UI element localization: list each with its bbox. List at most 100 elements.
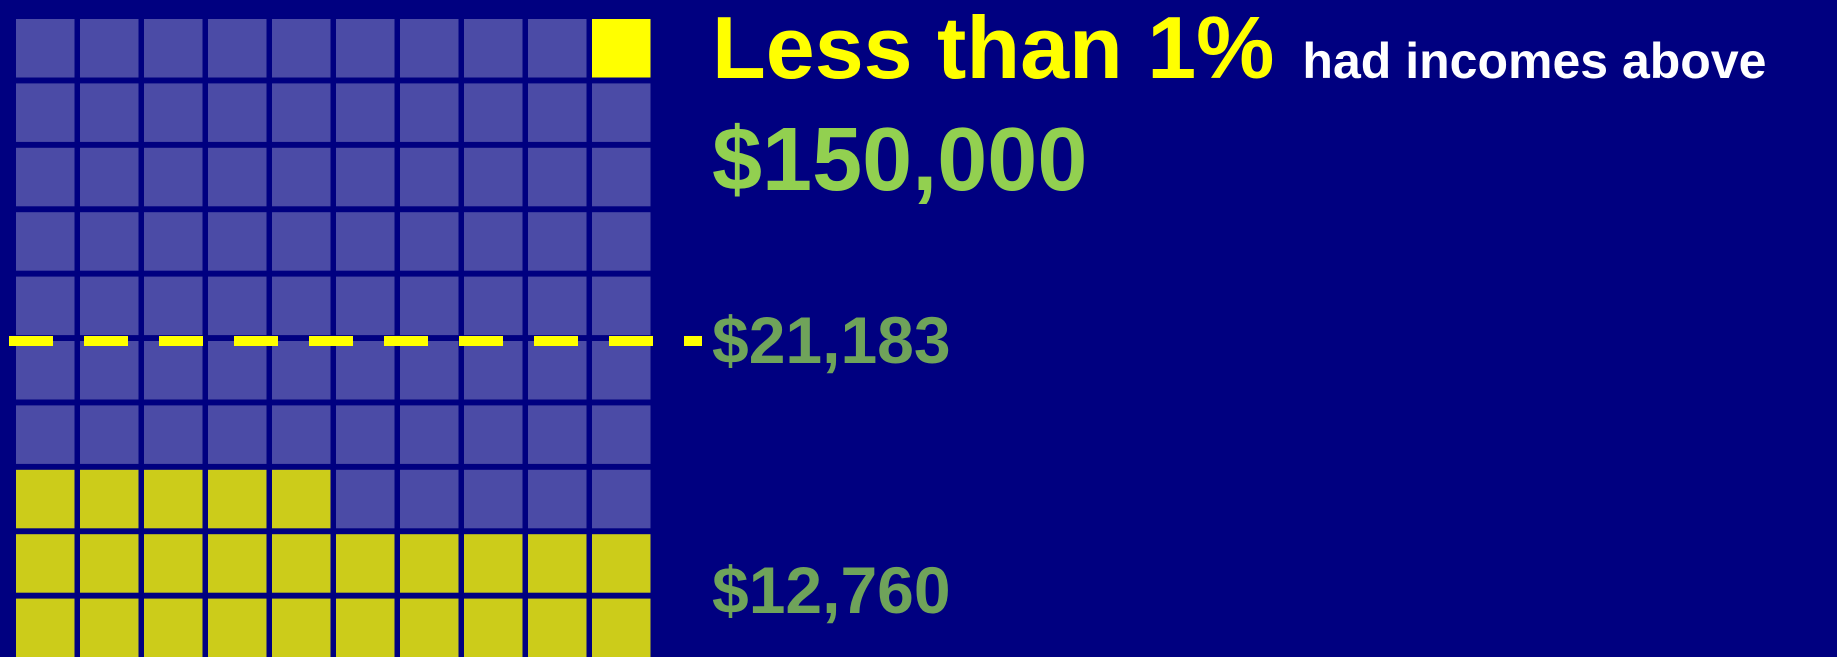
grid-cell: [400, 469, 459, 529]
grid-cell: [336, 341, 395, 400]
grid-cell: [80, 598, 139, 657]
grid-cell: [16, 212, 75, 271]
grid-cell: [80, 19, 139, 78]
grid-cell: [336, 598, 395, 657]
grid-cell: [144, 147, 203, 207]
grid-cell: [336, 147, 395, 207]
grid-cell: [272, 534, 331, 593]
grid-cell: [400, 405, 459, 464]
grid-cell: [464, 83, 523, 142]
grid-cell: [208, 469, 267, 529]
grid-cell: [272, 405, 331, 464]
dash: [309, 336, 353, 346]
grid-cell: [592, 534, 651, 593]
lower-label: $12,760: [712, 553, 951, 627]
dash: [609, 336, 653, 346]
grid-cell: [336, 405, 395, 464]
grid-cell: [144, 469, 203, 529]
grid-cell: [592, 83, 651, 142]
grid-cell: [16, 598, 75, 657]
grid-cell: [336, 212, 395, 271]
headline-emphasis: Less than 1%: [712, 0, 1274, 97]
grid-cell: [208, 276, 267, 336]
grid-cell: [144, 534, 203, 593]
grid-cell: [592, 598, 651, 657]
grid-cell: [592, 341, 651, 400]
grid-cell: [208, 19, 267, 78]
grid-cell: [16, 534, 75, 593]
grid-cell: [528, 534, 587, 593]
grid-cell: [80, 534, 139, 593]
grid-cell: [208, 534, 267, 593]
grid-cell: [464, 405, 523, 464]
grid-cell: [400, 147, 459, 207]
grid-cell: [528, 341, 587, 400]
grid-cell: [16, 83, 75, 142]
grid-cell: [16, 341, 75, 400]
grid-cell: [528, 276, 587, 336]
grid-cell: [272, 147, 331, 207]
grid-cell: [16, 19, 75, 78]
grid-cell: [528, 598, 587, 657]
grid-cell: [80, 405, 139, 464]
grid-cell: [464, 534, 523, 593]
grid-cell: [208, 341, 267, 400]
grid-cell: [144, 598, 203, 657]
grid-cell: [144, 83, 203, 142]
grid-cell: [272, 83, 331, 142]
grid-cell: [400, 341, 459, 400]
grid-cell: [464, 469, 523, 529]
grid-cell: [336, 276, 395, 336]
grid-cell: [464, 341, 523, 400]
grid-cell: [336, 83, 395, 142]
grid-cell: [80, 83, 139, 142]
grid-cell: [272, 212, 331, 271]
grid-cell: [528, 147, 587, 207]
grid-cell: [272, 469, 331, 529]
grid-cell: [592, 405, 651, 464]
grid-cell: [16, 469, 75, 529]
grid-cell: [592, 147, 651, 207]
grid-cell: [400, 534, 459, 593]
grid-cell: [208, 83, 267, 142]
grid-cell: [80, 276, 139, 336]
median-label: $21,183: [712, 303, 951, 377]
grid-cell: [592, 469, 651, 529]
grid-cell: [400, 276, 459, 336]
grid-cell: [144, 405, 203, 464]
grid-cell: [272, 341, 331, 400]
grid-cell: [208, 598, 267, 657]
grid-cell: [528, 19, 587, 78]
grid-cell: [208, 212, 267, 271]
grid-cell: [272, 598, 331, 657]
grid-cell: [528, 212, 587, 271]
grid-cell: [400, 212, 459, 271]
grid-cell: [592, 276, 651, 336]
grid-cell: [464, 212, 523, 271]
grid-cell: [144, 341, 203, 400]
grid-cell: [16, 147, 75, 207]
grid-cell: [144, 276, 203, 336]
grid-cell: [80, 212, 139, 271]
grid-cell: [144, 212, 203, 271]
dash: [159, 336, 203, 346]
grid-cell: [80, 469, 139, 529]
grid-cell: [16, 276, 75, 336]
grid-cell: [16, 405, 75, 464]
headline-rest: had incomes above: [1302, 33, 1766, 89]
grid-cell: [144, 19, 203, 78]
grid-cell: [336, 534, 395, 593]
dash: [534, 336, 578, 346]
grid-cell: [208, 147, 267, 207]
grid-cell: [528, 405, 587, 464]
dash: [384, 336, 428, 346]
headline-amount: $150,000: [712, 110, 1087, 210]
grid-cell: [272, 276, 331, 336]
grid-cell: [208, 405, 267, 464]
waffle-grid: [16, 19, 651, 657]
grid-cell: [528, 469, 587, 529]
grid-cell: [464, 276, 523, 336]
grid-cell: [592, 212, 651, 271]
grid-cell: [400, 83, 459, 142]
